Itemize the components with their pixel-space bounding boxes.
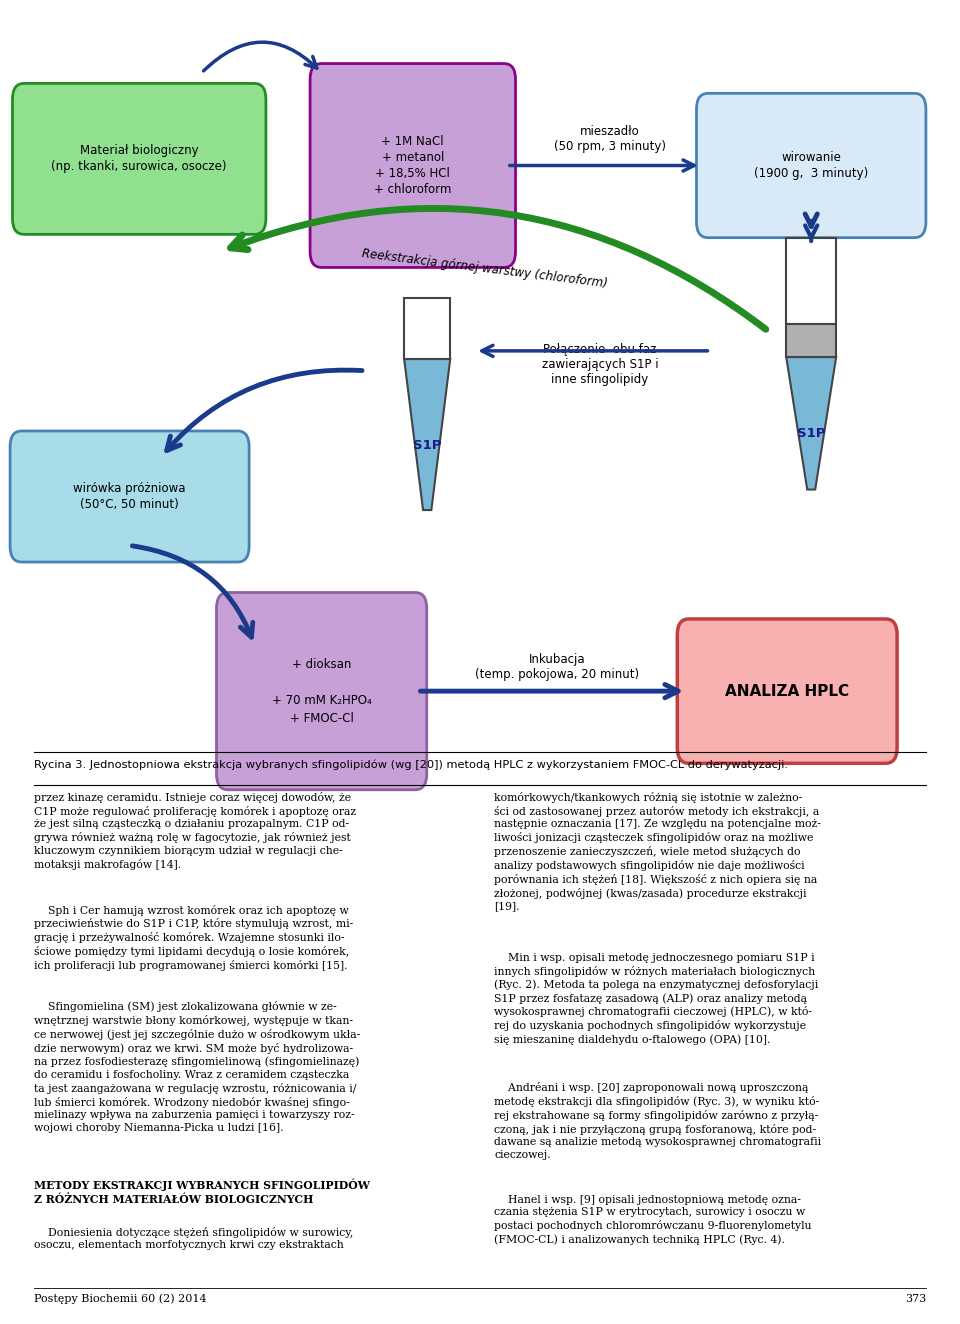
Text: przez kinazę ceramidu. Istnieje coraz więcej dowodów, że
C1P może regulować prol: przez kinazę ceramidu. Istnieje coraz wi… [34,792,356,870]
Text: Połączenie  obu faz
zawierających S1P i
inne sfingolipidy: Połączenie obu faz zawierających S1P i i… [541,343,659,385]
Text: 373: 373 [905,1294,926,1304]
Polygon shape [404,359,450,510]
Text: S1P: S1P [413,440,442,451]
Bar [404,298,450,359]
Text: S1P: S1P [797,428,826,441]
Text: Doniesienia dotyczące stężeń sfingolipidów w surowicy,
osoczu, elementach morfot: Doniesienia dotyczące stężeń sfingolipid… [34,1227,353,1250]
FancyBboxPatch shape [696,94,925,237]
FancyBboxPatch shape [11,432,250,561]
Text: Andréani i wsp. [20] zaproponowali nową uproszczoną
metodę ekstrakcji dla sfingo: Andréani i wsp. [20] zaproponowali nową … [494,1082,822,1160]
Text: wirowanie
(1900 g,  3 minuty): wirowanie (1900 g, 3 minuty) [754,151,869,180]
Polygon shape [786,357,836,490]
Text: Reekstrakcja górnej warstwy (chloroform): Reekstrakcja górnej warstwy (chloroform) [361,248,609,290]
Text: Sfingomielina (SM) jest zlokalizowana głównie w ze-
wnętrznej warstwie błony kom: Sfingomielina (SM) jest zlokalizowana gł… [34,1001,360,1132]
Bar [786,323,836,357]
Text: Inkubacja
(temp. pokojowa, 20 minut): Inkubacja (temp. pokojowa, 20 minut) [475,653,638,682]
Text: + 1M NaCl
+ metanol
+ 18,5% HCl
+ chloroform: + 1M NaCl + metanol + 18,5% HCl + chloro… [374,135,451,196]
Text: mieszadło
(50 rpm, 3 minuty): mieszadło (50 rpm, 3 minuty) [554,124,665,154]
Text: METODY EKSTRAKCJI WYBRANYCH SFINGOLIPIDÓW
Z RÓŻNYCH MATERIAŁÓW BIOLOGICZNYCH: METODY EKSTRAKCJI WYBRANYCH SFINGOLIPIDÓ… [34,1178,370,1205]
Text: wirówka próżniowa
(50°C, 50 minut): wirówka próżniowa (50°C, 50 minut) [73,482,186,511]
Text: Hanel i wsp. [9] opisali jednostopniową metodę ozna-
czania stężenia S1P w erytr: Hanel i wsp. [9] opisali jednostopniową … [494,1194,812,1245]
Text: Sph i Cer hamują wzrost komórek oraz ich apoptozę w
przeciwieństwie do S1P i C1P: Sph i Cer hamują wzrost komórek oraz ich… [34,904,353,970]
FancyBboxPatch shape [12,83,266,234]
Text: Materiał biologiczny
(np. tkanki, surowica, osocze): Materiał biologiczny (np. tkanki, surowi… [52,144,227,173]
Text: Rycina 3. Jednostopniowa ekstrakcja wybranych sfingolipidów (wg [20]) metodą HPL: Rycina 3. Jednostopniowa ekstrakcja wybr… [34,760,787,771]
FancyBboxPatch shape [217,593,426,789]
Text: komórkowych/tkankowych różnią się istotnie w zależno-
ści od zastosowanej przez : komórkowych/tkankowych różnią się istotn… [494,792,821,911]
Text: + dioksan

+ 70 mM K₂HPO₄
+ FMOC-Cl: + dioksan + 70 mM K₂HPO₄ + FMOC-Cl [272,658,372,724]
Text: Min i wsp. opisali metodę jednoczesnego pomiaru S1P i
innych sfingolipidów w róż: Min i wsp. opisali metodę jednoczesnego … [494,953,819,1045]
Text: Postępy Biochemii 60 (2) 2014: Postępy Biochemii 60 (2) 2014 [34,1294,206,1304]
FancyBboxPatch shape [310,64,516,267]
Text: ANALIZA HPLC: ANALIZA HPLC [725,683,850,699]
Bar [786,238,836,323]
FancyBboxPatch shape [677,620,897,763]
